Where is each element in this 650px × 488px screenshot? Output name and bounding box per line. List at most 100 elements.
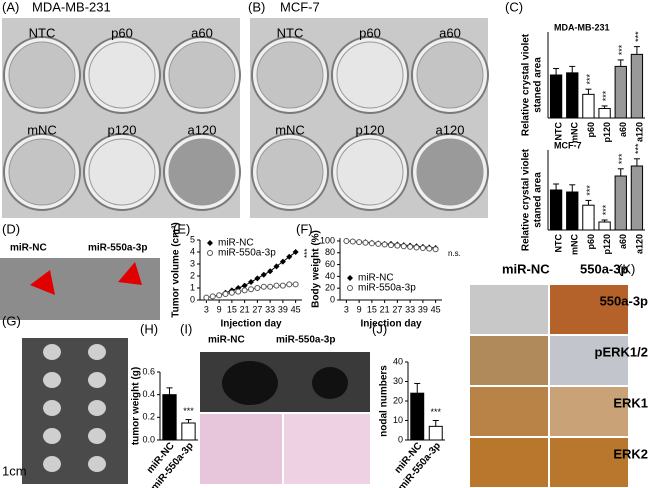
marker — [209, 293, 216, 300]
marker — [254, 285, 261, 291]
x-tick-label: a120 — [634, 234, 644, 254]
y-tick-label: 0 — [398, 434, 403, 444]
x-tick-label: 15 — [367, 304, 377, 314]
y-tick-label: 20 — [393, 395, 403, 405]
bar — [549, 74, 563, 119]
x-tick-label: 3 — [344, 304, 349, 314]
y-tick-label: 0.6 — [142, 366, 155, 376]
y-tick-label: 0 — [330, 294, 335, 304]
chart-subtitle: MCF-7 — [554, 140, 582, 150]
plate-label: p120 — [356, 122, 385, 137]
bar — [598, 221, 611, 231]
marker — [349, 238, 356, 245]
marker — [394, 242, 401, 249]
row-label: ERK2 — [613, 446, 648, 461]
legend-label: miR-NC — [218, 238, 254, 249]
x-tick-label: 15 — [227, 304, 237, 314]
plate-well — [88, 41, 156, 109]
plate-label: p120 — [108, 122, 137, 137]
ihc-image — [470, 285, 548, 334]
column-label: miR-NC — [502, 261, 550, 276]
marker — [419, 245, 426, 252]
histology — [284, 414, 370, 484]
tumor — [88, 456, 106, 472]
x-tick-label: 27 — [252, 304, 262, 314]
bar — [549, 189, 563, 231]
tumor — [43, 400, 61, 416]
panel-label: (C) — [505, 0, 523, 14]
significance: *** — [601, 90, 611, 101]
plate-well — [168, 41, 236, 109]
bar — [566, 72, 579, 119]
y-tick-label: 30 — [393, 376, 403, 386]
x-tick-label: 21 — [240, 304, 250, 314]
y-axis-label: Body weight (%) — [311, 230, 322, 308]
marker — [381, 241, 388, 248]
ihc-image — [550, 438, 628, 487]
x-tick-label: 39 — [278, 304, 288, 314]
lung — [312, 367, 348, 399]
significance: n.s. — [448, 249, 461, 258]
plate-label: NTC — [277, 25, 304, 40]
panel-label: (J) — [372, 321, 387, 336]
marker — [216, 292, 223, 299]
legend-label: miR-550a-3p — [218, 248, 276, 259]
marker — [222, 291, 229, 297]
x-tick-label: mNC — [570, 122, 580, 144]
y-tick-label: 5 — [190, 234, 195, 244]
plate-label: mNC — [275, 122, 305, 137]
ihc-image — [550, 285, 628, 334]
y-axis-label: staned area — [533, 172, 544, 228]
tumor — [43, 428, 61, 444]
marker — [235, 288, 242, 295]
x-tick-label: 21 — [380, 304, 390, 314]
significance: *** — [183, 406, 194, 416]
plate-well — [88, 138, 156, 206]
x-tick-label: p60 — [586, 122, 596, 138]
marker — [356, 239, 363, 246]
y-tick-label: 100 — [320, 235, 335, 245]
tumor — [43, 372, 61, 388]
ihc-image — [470, 387, 548, 436]
panel-label: (G) — [2, 313, 21, 328]
x-tick-label: 27 — [392, 304, 402, 314]
plate-label: a60 — [439, 25, 461, 40]
marker — [241, 282, 248, 289]
bar — [162, 394, 177, 441]
x-tick-label: p120 — [602, 234, 612, 255]
significance: *** — [601, 204, 611, 215]
plate-label: p60 — [359, 25, 381, 40]
ihc-image — [550, 387, 628, 436]
x-tick-label: 9 — [357, 304, 362, 314]
panel-title: MDA-MB-231 — [32, 0, 111, 14]
y-tick-label: 40 — [393, 356, 403, 366]
significance: *** — [585, 185, 595, 196]
panel-label: (D) — [2, 221, 20, 236]
tumor — [88, 372, 106, 388]
marker — [248, 286, 254, 293]
y-tick-label: 0.0 — [142, 434, 155, 444]
plate-well — [416, 138, 484, 206]
marker — [343, 237, 350, 244]
significance: *** — [585, 73, 595, 84]
x-tick-label: 33 — [265, 304, 275, 314]
panel-label: (I) — [180, 321, 192, 336]
arrow — [30, 270, 55, 295]
marker — [292, 281, 299, 288]
group-label: miR-NC — [10, 243, 47, 254]
marker — [241, 287, 248, 294]
photo — [22, 338, 128, 484]
y-tick-label: 0.2 — [142, 412, 155, 422]
bar — [181, 422, 196, 441]
x-tick-label: a60 — [618, 234, 628, 249]
plate-well — [256, 41, 324, 109]
row-label: ERK1 — [613, 395, 648, 410]
marker — [267, 268, 274, 275]
x-tick-label: p120 — [602, 122, 612, 143]
row-label: pERK1/2 — [595, 344, 648, 359]
x-tick-label: 45 — [431, 304, 441, 314]
y-axis-label: Relative crystal violet — [521, 33, 532, 136]
marker — [273, 263, 280, 270]
marker — [426, 245, 433, 252]
